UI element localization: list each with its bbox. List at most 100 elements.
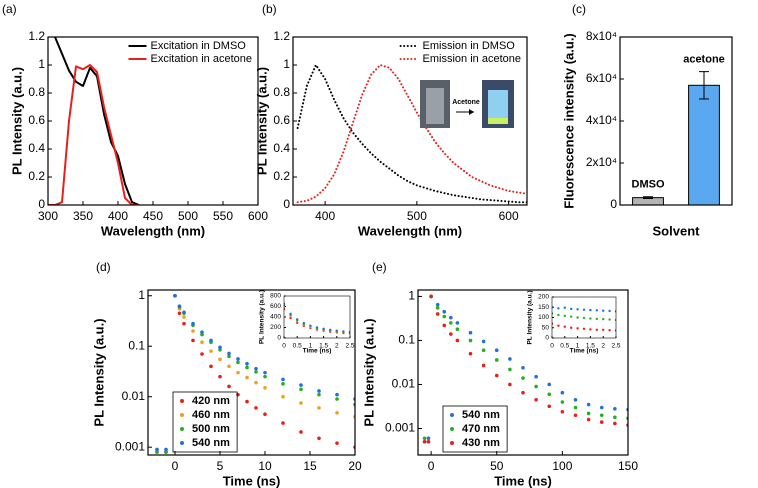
x-tick-label: 0 bbox=[428, 459, 435, 473]
point bbox=[449, 315, 453, 320]
point bbox=[177, 311, 182, 316]
point bbox=[613, 415, 617, 420]
axes-frame bbox=[551, 296, 617, 339]
point bbox=[299, 430, 303, 434]
error-bar bbox=[699, 71, 709, 100]
point bbox=[299, 387, 303, 392]
point bbox=[534, 397, 538, 402]
point bbox=[570, 326, 573, 329]
y-tick-label: 8x10⁴ bbox=[586, 29, 617, 43]
y-tick-label: 0 bbox=[610, 197, 617, 211]
legend-label: Excitation in DMSO bbox=[150, 40, 246, 52]
x-tick-label: 50 bbox=[490, 459, 504, 473]
point bbox=[595, 317, 598, 321]
point bbox=[576, 327, 579, 330]
plot-area bbox=[284, 302, 350, 335]
point bbox=[589, 317, 592, 320]
point bbox=[602, 328, 605, 331]
x-tick-label: 400 bbox=[315, 209, 335, 223]
point bbox=[560, 409, 565, 414]
x-tick-label: 300 bbox=[38, 209, 58, 223]
y-tick-label: 0.1 bbox=[398, 333, 415, 347]
point bbox=[426, 436, 431, 441]
y-tick-label: 0 bbox=[277, 335, 281, 342]
point bbox=[560, 390, 565, 395]
x-tick-label: 0 bbox=[550, 343, 554, 350]
y-axis-label: PL Intensity (a.u.) bbox=[9, 67, 24, 175]
axes-frame bbox=[417, 289, 629, 456]
point bbox=[329, 328, 332, 332]
x-tick-label: 500 bbox=[407, 209, 427, 223]
point bbox=[599, 420, 604, 424]
point bbox=[608, 318, 611, 321]
point bbox=[254, 406, 258, 410]
series-line bbox=[296, 64, 527, 204]
point bbox=[182, 321, 186, 326]
point bbox=[449, 332, 453, 336]
x-axis-label: Solvent bbox=[653, 223, 701, 238]
point bbox=[442, 323, 447, 328]
point bbox=[608, 329, 611, 332]
legend-frame bbox=[172, 391, 238, 453]
point bbox=[570, 315, 573, 318]
axes-frame bbox=[47, 36, 259, 206]
y-tick-label: 1 bbox=[283, 57, 290, 71]
point bbox=[608, 309, 611, 313]
legend-label: 500 nm bbox=[192, 423, 230, 435]
y-tick-label: 0 bbox=[545, 335, 549, 342]
y-tick-label: 100 bbox=[538, 314, 549, 321]
legend-label: 540 nm bbox=[192, 437, 230, 449]
point bbox=[557, 307, 560, 310]
point bbox=[245, 375, 249, 380]
x-axis-label: Time (ns) bbox=[570, 348, 599, 355]
legend-marker bbox=[450, 441, 454, 445]
y-axis-label: PL Intensity (a.u.) bbox=[254, 67, 269, 175]
point bbox=[595, 328, 598, 331]
y-tick-label: 0 bbox=[283, 197, 290, 211]
point bbox=[245, 399, 249, 404]
point bbox=[573, 413, 578, 418]
point bbox=[557, 324, 560, 327]
panel-label: (e) bbox=[372, 260, 387, 274]
legend-marker bbox=[450, 413, 454, 417]
point bbox=[586, 411, 591, 416]
y-axis-label: PL Intensity (a.u.) bbox=[259, 290, 266, 344]
x-tick-label: 100 bbox=[552, 459, 572, 473]
point bbox=[613, 407, 617, 411]
x-tick-label: 1.5 bbox=[319, 343, 328, 350]
legend-label: 470 nm bbox=[462, 423, 500, 435]
x-axis-label: Time (ns) bbox=[303, 348, 332, 355]
legend-label: 430 nm bbox=[462, 437, 500, 449]
legend-marker bbox=[180, 441, 184, 445]
point bbox=[521, 376, 525, 380]
point bbox=[508, 367, 512, 372]
y-tick-label: 6x10⁴ bbox=[586, 71, 617, 85]
y-tick-label: 0.001 bbox=[385, 421, 415, 435]
y-tick-label: 0.001 bbox=[115, 439, 145, 453]
series-line bbox=[48, 64, 139, 205]
plot-area bbox=[296, 64, 527, 204]
point bbox=[586, 417, 591, 422]
axes-frame bbox=[292, 36, 528, 206]
point bbox=[494, 348, 499, 353]
point bbox=[589, 328, 592, 331]
point bbox=[494, 358, 499, 362]
legend-label: 420 nm bbox=[192, 395, 230, 407]
point bbox=[309, 324, 312, 327]
y-tick-label: 150 bbox=[538, 304, 549, 311]
point bbox=[245, 365, 249, 370]
y-axis-label: PL Intensity (a.u.) bbox=[91, 318, 106, 426]
y-tick-label: 0.1 bbox=[128, 338, 145, 352]
y-tick-label: 0.8 bbox=[28, 85, 45, 99]
y-axis-label: PL Intensity (a.u.) bbox=[361, 318, 376, 426]
point bbox=[602, 317, 605, 321]
y-tick-label: 0.6 bbox=[28, 113, 45, 127]
panel-label: (c) bbox=[572, 2, 586, 16]
point bbox=[317, 406, 321, 410]
legend-marker bbox=[450, 427, 454, 431]
point bbox=[200, 340, 204, 345]
x-tick-label: 1.5 bbox=[586, 343, 595, 350]
point bbox=[263, 374, 267, 379]
y-tick-label: 0.01 bbox=[392, 377, 416, 391]
x-tick-label: 0 bbox=[282, 343, 286, 350]
